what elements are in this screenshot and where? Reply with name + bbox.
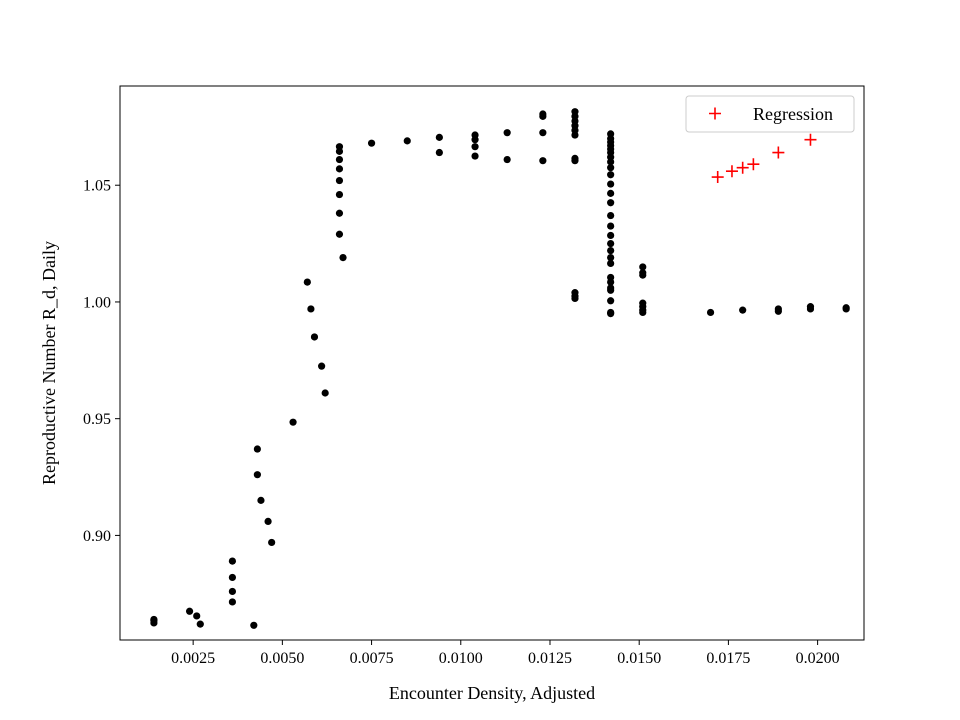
data-point — [318, 362, 326, 370]
x-axis-label: Encounter Density, Adjusted — [389, 683, 595, 703]
x-tick-label: 0.0150 — [617, 650, 661, 667]
data-point — [307, 305, 315, 313]
data-point — [639, 308, 647, 317]
y-tick-label: 1.00 — [83, 294, 111, 311]
y-tick-label: 0.95 — [83, 411, 111, 428]
data-point — [842, 305, 850, 313]
x-tick-label: 0.0125 — [528, 650, 572, 667]
data-point — [607, 259, 615, 268]
data-marks — [150, 108, 850, 629]
x-tick-label: 0.0025 — [171, 650, 215, 667]
data-point — [571, 131, 579, 139]
data-point — [607, 278, 615, 286]
data-point — [607, 199, 615, 207]
plot-frame — [119, 85, 865, 641]
data-point — [268, 538, 276, 547]
y-axis-label: Reproductive Number R_d, Daily — [39, 241, 59, 485]
y-tick-label: 0.90 — [83, 528, 111, 545]
plot-area — [120, 86, 864, 640]
data-point — [571, 157, 579, 165]
data-point — [185, 607, 194, 615]
legend-entry-label: Regression — [753, 104, 833, 124]
data-point — [607, 246, 615, 255]
regression-point — [725, 165, 738, 178]
data-point — [310, 333, 319, 341]
data-point — [367, 139, 376, 147]
regression-point — [711, 171, 724, 184]
data-point — [539, 157, 547, 165]
data-point — [228, 587, 237, 596]
data-point — [321, 389, 329, 397]
data-point — [607, 211, 615, 220]
data-point — [607, 180, 615, 188]
data-point — [739, 306, 747, 314]
data-point — [607, 164, 615, 172]
data-point — [607, 171, 615, 179]
data-point — [607, 158, 615, 166]
data-point — [639, 271, 647, 279]
data-point — [607, 286, 615, 294]
data-point — [335, 155, 344, 164]
data-point — [403, 137, 411, 145]
x-tick-label: 0.0075 — [350, 650, 394, 667]
data-point — [503, 155, 511, 164]
data-point — [607, 189, 615, 197]
data-point — [228, 557, 237, 565]
data-point — [571, 294, 579, 303]
data-point — [250, 621, 258, 629]
data-point — [335, 147, 344, 155]
data-point — [539, 112, 547, 120]
legend-plus-icon — [709, 107, 721, 120]
regression-point — [736, 161, 749, 174]
data-point — [539, 129, 547, 137]
data-point — [503, 129, 511, 137]
data-point — [339, 253, 347, 262]
data-point — [303, 278, 311, 286]
data-point — [607, 297, 615, 305]
x-axis-ticks: 0.0025 0.0050 0.0075 0.0100 0.0125 0.0150 0.01… — [171, 640, 840, 667]
data-point — [706, 308, 715, 317]
legend-box — [685, 95, 855, 133]
data-point — [471, 136, 479, 144]
regression-point — [772, 146, 785, 159]
data-point — [471, 152, 479, 160]
data-point — [196, 620, 204, 628]
y-axis-ticks: 0.90 0.95 1.00 1.05 — [83, 178, 120, 545]
data-point — [228, 573, 237, 582]
legend-plus-marker — [709, 107, 721, 120]
data-point — [257, 496, 265, 504]
data-point — [335, 165, 344, 173]
data-point — [607, 239, 615, 248]
data-point — [335, 230, 344, 238]
data-point — [774, 307, 782, 315]
data-point — [335, 209, 344, 217]
data-point — [253, 445, 261, 453]
data-point — [335, 190, 344, 199]
x-tick-label: 0.0175 — [706, 650, 750, 667]
data-point — [435, 148, 443, 157]
data-point — [607, 253, 615, 262]
data-point — [607, 231, 615, 240]
data-point — [471, 143, 479, 151]
regression-point — [747, 158, 760, 171]
x-tick-label: 0.0100 — [439, 650, 483, 667]
legend: Regression — [685, 95, 855, 133]
x-tick-label: 0.0200 — [796, 650, 840, 667]
data-point — [264, 517, 272, 526]
data-point — [335, 176, 344, 185]
data-point — [806, 305, 815, 313]
y-tick-label: 1.05 — [83, 178, 111, 195]
data-point — [607, 222, 615, 230]
x-tick-label: 0.0050 — [260, 650, 304, 667]
data-point — [193, 612, 201, 620]
data-point — [607, 310, 615, 318]
data-point — [150, 615, 158, 624]
regression-point — [804, 133, 817, 146]
data-point — [253, 471, 261, 479]
data-point — [639, 263, 647, 271]
data-point — [289, 418, 297, 426]
data-point — [435, 133, 443, 141]
data-point — [228, 598, 237, 606]
